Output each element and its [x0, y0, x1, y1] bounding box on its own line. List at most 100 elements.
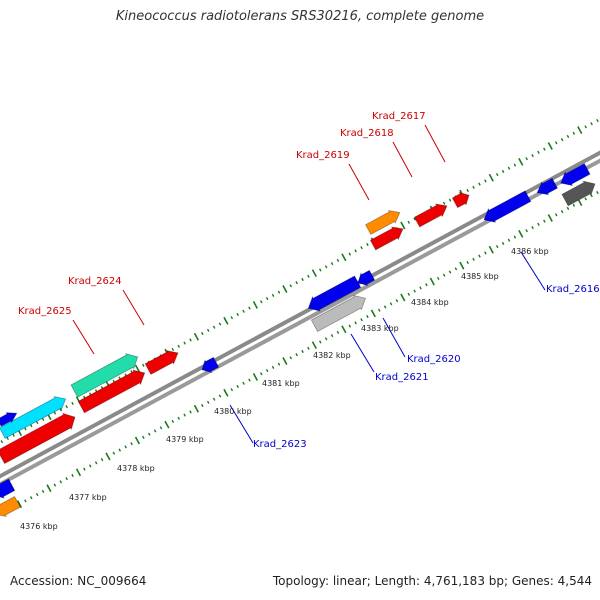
- reverse-track-tick: [572, 203, 576, 207]
- forward-track-tick: [193, 332, 200, 341]
- reverse-track-tick: [75, 468, 82, 477]
- gene-arrow-krad-2619[interactable]: [365, 210, 401, 235]
- forward-track-tick: [12, 433, 15, 437]
- reverse-track-tick: [442, 273, 446, 277]
- gene-label-krad-2619[interactable]: Krad_2619: [296, 150, 350, 161]
- reverse-track-tick: [507, 238, 511, 242]
- forward-track-tick: [282, 285, 288, 293]
- reverse-track-tick: [395, 299, 399, 303]
- reverse-track-tick: [193, 404, 200, 413]
- gene-arrow-red[interactable]: [369, 226, 404, 251]
- gene-arrow-blue[interactable]: [0, 478, 16, 499]
- gene-label-krad-2616[interactable]: Krad_2616: [546, 284, 600, 295]
- reverse-track-tick: [554, 213, 558, 217]
- reverse-track-tick: [330, 334, 334, 338]
- gene-arrow-krad-2620[interactable]: [357, 269, 376, 287]
- forward-track-tick: [543, 147, 546, 151]
- gene-arrow-krad-2621[interactable]: [307, 275, 362, 312]
- forward-track-tick: [547, 142, 553, 150]
- gene-arrow-blue[interactable]: [560, 163, 591, 187]
- gene-arrow-krad-2624[interactable]: [70, 353, 139, 398]
- genome-info-text: Topology: linear; Length: 4,761,183 bp; …: [272, 574, 592, 588]
- reverse-track-tick: [407, 292, 411, 296]
- gene-arrow-krad-2618[interactable]: [413, 203, 448, 228]
- reverse-track-tick: [134, 436, 141, 445]
- forward-track-tick: [183, 341, 186, 345]
- forward-track-tick: [324, 265, 328, 269]
- leader-krad-2620: [382, 317, 406, 358]
- scale-label-4383: 4383 kbp: [361, 324, 399, 333]
- gene-arrow-krad-2623[interactable]: [201, 356, 220, 374]
- gene-arrow-lightgray[interactable]: [310, 294, 367, 333]
- forward-track-tick: [472, 185, 475, 189]
- gene-arrow-gray[interactable]: [561, 180, 596, 207]
- reverse-track-tick: [223, 388, 229, 397]
- reverse-track-tick: [436, 276, 440, 280]
- reverse-track-tick: [100, 458, 104, 462]
- forward-track-tick: [537, 150, 540, 154]
- leader-krad-2623: [229, 404, 254, 444]
- gene-label-krad-2617[interactable]: Krad_2617: [372, 111, 426, 122]
- gene-label-krad-2621[interactable]: Krad_2621: [375, 372, 429, 383]
- gene-arrow-blue[interactable]: [536, 177, 558, 196]
- gene-arrow-blue[interactable]: [0, 412, 18, 427]
- forward-track-tick: [218, 322, 222, 326]
- reverse-track-tick: [218, 394, 222, 398]
- reverse-track-tick: [454, 267, 458, 271]
- reverse-track-tick: [419, 286, 422, 290]
- reverse-track-tick: [177, 416, 181, 420]
- gene-arrow-red[interactable]: [0, 412, 76, 465]
- leader-krad-2616: [520, 251, 546, 291]
- forward-track-tick: [248, 306, 251, 310]
- reverse-track-tick: [201, 403, 204, 408]
- forward-track-tick: [366, 242, 369, 247]
- forward-track-tick: [53, 411, 57, 415]
- reverse-track-tick: [525, 229, 528, 233]
- reverse-track-tick: [459, 261, 465, 270]
- reverse-track-tick: [147, 432, 151, 436]
- forward-track-tick: [448, 198, 452, 202]
- gene-arrow-red[interactable]: [144, 350, 179, 375]
- leader-krad-2619: [348, 163, 370, 201]
- gene-label-krad-2620[interactable]: Krad_2620: [407, 354, 461, 365]
- forward-track-tick: [295, 281, 298, 285]
- reverse-track-tick: [596, 190, 599, 195]
- forward-track-tick: [177, 344, 181, 348]
- gene-label-krad-2624[interactable]: Krad_2624: [68, 276, 122, 287]
- reverse-track-tick: [566, 206, 570, 211]
- gene-arrow-krad-2617[interactable]: [451, 191, 470, 209]
- forward-track-tick: [413, 217, 416, 221]
- scale-label-4385: 4385 kbp: [461, 272, 499, 281]
- forward-track-tick: [513, 163, 517, 167]
- forward-track-tick: [330, 262, 334, 266]
- forward-track-tick: [277, 290, 281, 294]
- reverse-track-tick: [513, 235, 517, 239]
- forward-track-tick: [59, 408, 63, 412]
- reverse-track-tick: [466, 260, 469, 265]
- forward-track-tick: [566, 134, 570, 139]
- reverse-track-tick: [83, 467, 86, 471]
- gene-arrow-krad-2625[interactable]: [0, 396, 67, 439]
- reverse-track-tick: [206, 400, 210, 404]
- reverse-track-tick: [341, 325, 347, 334]
- gene-arrow-orange[interactable]: [0, 496, 21, 518]
- scale-label-4384: 4384 kbp: [411, 298, 449, 307]
- reverse-track-tick: [537, 222, 540, 226]
- gene-label-krad-2623[interactable]: Krad_2623: [253, 439, 307, 450]
- gene-arrow-red[interactable]: [77, 369, 146, 414]
- reverse-track-tick: [252, 373, 258, 381]
- reverse-track-tick: [354, 321, 357, 325]
- scale-label-4376: 4376 kbp: [20, 522, 58, 531]
- reverse-track-tick: [53, 483, 57, 487]
- gene-label-krad-2618[interactable]: Krad_2618: [340, 128, 394, 139]
- reverse-track-tick: [236, 384, 239, 389]
- forward-track-tick: [590, 122, 593, 126]
- leader-krad-2617: [424, 124, 446, 163]
- forward-track-tick: [531, 153, 534, 158]
- gene-label-krad-2625[interactable]: Krad_2625: [18, 306, 72, 317]
- forward-track-tick: [560, 138, 564, 142]
- reverse-track-tick: [16, 500, 23, 509]
- reverse-track-tick: [488, 245, 494, 254]
- reverse-track-tick: [153, 429, 157, 433]
- gene-arrow-krad-2616[interactable]: [483, 190, 532, 223]
